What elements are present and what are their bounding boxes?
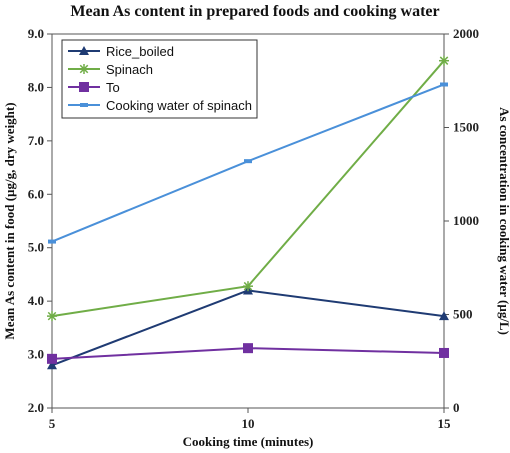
legend-swatch-marker <box>79 82 89 92</box>
y-tick-label: 5.0 <box>28 240 44 255</box>
series-2 <box>47 343 449 364</box>
legend-label: Rice_boiled <box>106 44 174 59</box>
data-point <box>48 239 56 244</box>
data-point <box>243 281 253 292</box>
y2-tick-label: 500 <box>453 307 473 322</box>
x-axis-ticks: 5 10 15 <box>49 408 451 431</box>
data-point <box>243 343 253 354</box>
data-point <box>47 353 57 364</box>
legend-label: Cooking water of spinach <box>106 98 252 113</box>
series-1 <box>47 55 449 322</box>
y-tick-label: 7.0 <box>28 133 44 148</box>
y2-tick-label: 1500 <box>453 120 479 135</box>
y-tick-label: 4.0 <box>28 293 44 308</box>
legend-entry: To <box>68 80 120 95</box>
data-point-stroke <box>439 56 449 65</box>
data-point <box>439 55 449 66</box>
y2-axis-label: As concentration in cooking water (µg/L) <box>497 107 510 335</box>
legend-swatch-marker <box>79 46 89 55</box>
legend-entry: Rice_boiled <box>68 44 174 59</box>
x-tick-label: 15 <box>438 416 452 431</box>
y-tick-label: 2.0 <box>28 400 44 415</box>
y2-tick-label: 2000 <box>453 26 479 41</box>
series-line <box>51 289 445 367</box>
y2-tick-label: 0 <box>453 400 460 415</box>
chart-title: Mean As content in prepared foods and co… <box>70 3 439 20</box>
x-axis-label: Cooking time (minutes) <box>183 434 314 449</box>
legend-swatch-marker <box>79 64 89 74</box>
data-point <box>440 82 448 87</box>
legend-swatch-marker-stroke <box>79 64 89 74</box>
y-tick-label: 8.0 <box>28 79 44 94</box>
right-axis-ticks: 0 500 1000 1500 2000 <box>444 26 479 415</box>
data-point <box>244 159 252 164</box>
y-tick-label: 3.0 <box>28 347 44 362</box>
y-tick-label: 6.0 <box>28 186 44 201</box>
legend-label: To <box>106 80 120 95</box>
left-axis-ticks: 2.0 3.0 4.0 5.0 6.0 7.0 8.0 9.0 <box>28 26 52 415</box>
data-point <box>47 360 57 370</box>
data-point <box>47 311 57 322</box>
series-3 <box>48 82 448 244</box>
legend-swatch-marker <box>80 103 88 107</box>
data-point-stroke <box>243 281 253 291</box>
y2-tick-label: 1000 <box>453 213 479 228</box>
x-tick-label: 5 <box>49 416 56 431</box>
x-tick-label: 10 <box>242 416 255 431</box>
series-group <box>47 55 449 370</box>
legend-label: Spinach <box>106 62 153 77</box>
legend: Rice_boiled Spinach To Cooking water of spi… <box>61 39 258 119</box>
data-point <box>439 311 449 321</box>
y-axis-label: Mean As content in food (µg/g, dry weigh… <box>2 102 17 339</box>
data-point <box>439 347 449 358</box>
legend-entry: Spinach <box>68 62 153 77</box>
legend-entry: Cooking water of spinach <box>68 98 252 113</box>
y-tick-label: 9.0 <box>28 26 44 41</box>
data-point-stroke <box>47 311 57 321</box>
